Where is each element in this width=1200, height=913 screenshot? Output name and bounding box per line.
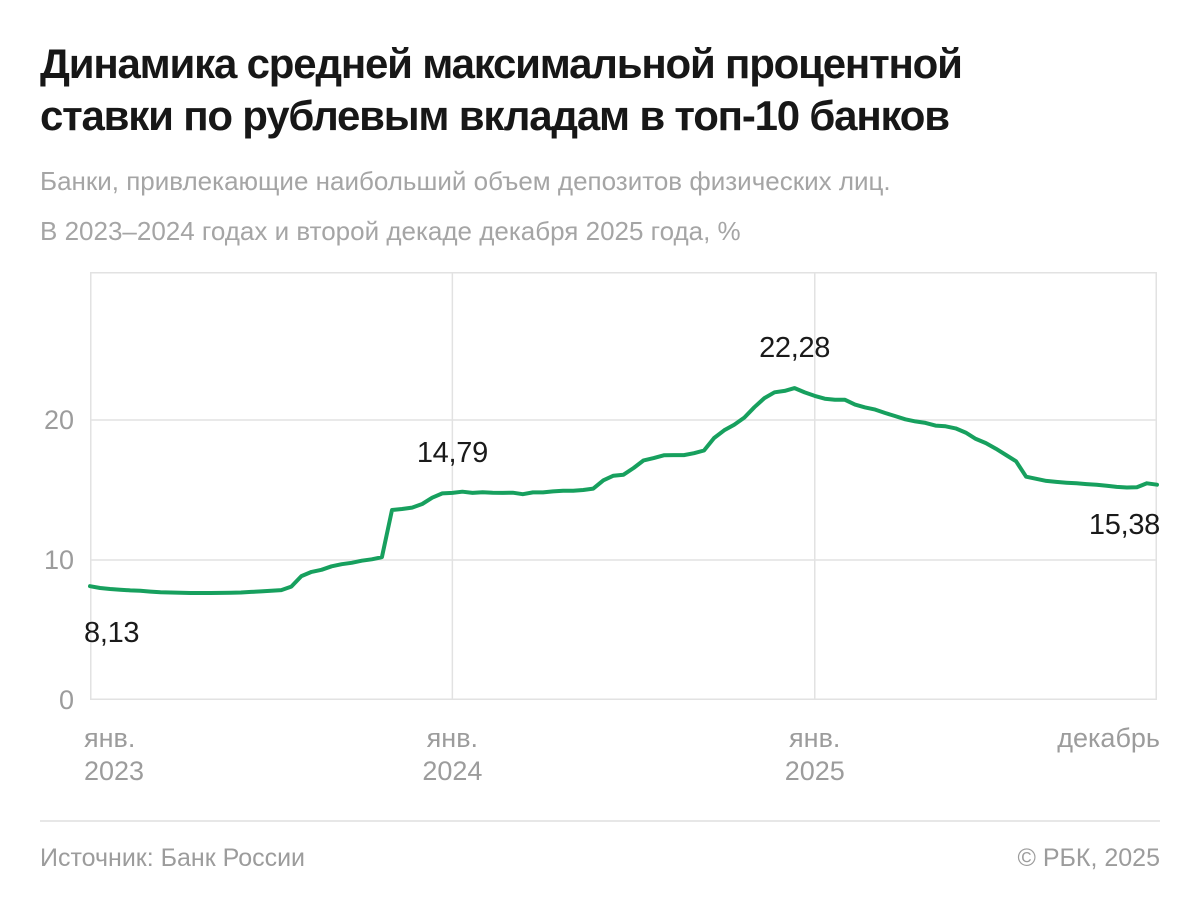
chart-subtitle: Банки, привлекающие наибольший объем деп… [40, 164, 1170, 264]
page-title: Динамика средней максимальной процентной… [40, 38, 1170, 142]
x-tick-label-2024: янв. 2024 [377, 722, 527, 787]
y-tick-label-10: 10 [43, 544, 74, 575]
value-label-8,13: 8,13 [84, 617, 140, 650]
y-tick-label-0: 0 [58, 685, 74, 715]
x-tick-label-декабрь: декабрь [1010, 722, 1160, 754]
x-tick-year: 2024 [422, 756, 483, 786]
title-line-2: ставки по рублевым вкладам в топ-10 банк… [40, 92, 950, 139]
x-tick-month: декабрь [1057, 723, 1160, 753]
line-chart [88, 272, 1159, 700]
value-label-15,38: 15,38 [1088, 508, 1160, 541]
x-tick-month: янв. [84, 723, 136, 753]
title-line-1: Динамика средней максимальной процентной [40, 40, 963, 87]
x-tick-month: янв. [426, 723, 479, 753]
x-tick-label-2025: янв. 2025 [740, 722, 890, 787]
rate-line [88, 386, 1159, 595]
x-tick-month: янв. [789, 723, 841, 753]
copyright-credit: © РБК, 2025 [1017, 844, 1160, 872]
y-tick-label-20: 20 [43, 404, 74, 435]
footer-divider [40, 820, 1160, 822]
value-label-14,79: 14,79 [416, 436, 488, 469]
chart-canvas [88, 272, 1159, 700]
subtitle-line-2: В 2023–2024 годах и второй декаде декабр… [40, 216, 741, 246]
x-tick-year: 2023 [84, 756, 145, 786]
value-label-22,28: 22,28 [759, 332, 831, 365]
x-tick-year: 2025 [784, 756, 845, 786]
x-tick-label-2023: янв. 2023 [84, 722, 234, 787]
source-credit: Источник: Банк России [40, 844, 306, 872]
subtitle-line-1: Банки, привлекающие наибольший объем деп… [40, 166, 891, 196]
